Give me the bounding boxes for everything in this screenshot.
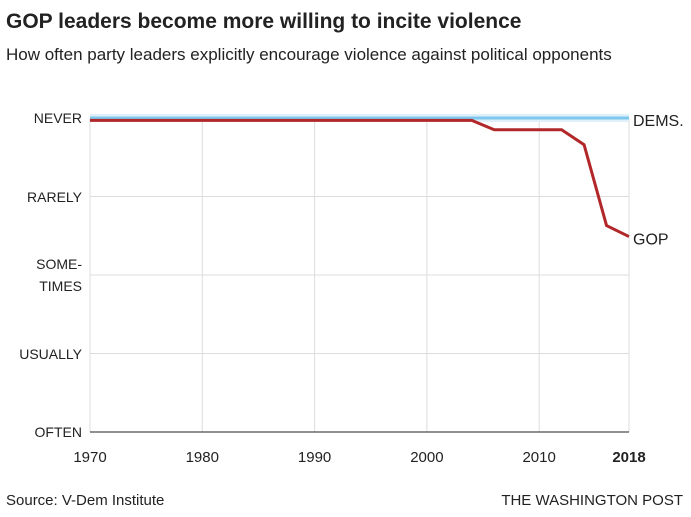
y-tick-label: RARELY [27,188,82,205]
chart-subtitle: How often party leaders explicitly encou… [6,45,612,64]
chart-title: GOP leaders become more willing to incit… [6,10,521,33]
credit: THE WASHINGTON POST [501,492,683,509]
x-tick-label: 2010 [522,449,555,466]
y-tick-label: USUALLY [19,345,82,362]
y-tick-label: OFTEN [34,424,82,440]
series-label: DEMS. [633,113,684,130]
x-tick-label: 1970 [73,449,106,466]
y-tick-label: NEVER [33,110,82,126]
line [90,118,630,238]
x-tick-label: 1990 [298,449,331,466]
y-tick-label: SOME- TIMES [36,256,82,294]
x-tick-label: 1980 [186,449,219,466]
source: Source: V-Dem Institute [6,492,164,509]
x-tick-label: 2000 [410,449,443,466]
series-label: GOP [633,232,669,249]
x-tick-label: 2018 [612,449,645,466]
